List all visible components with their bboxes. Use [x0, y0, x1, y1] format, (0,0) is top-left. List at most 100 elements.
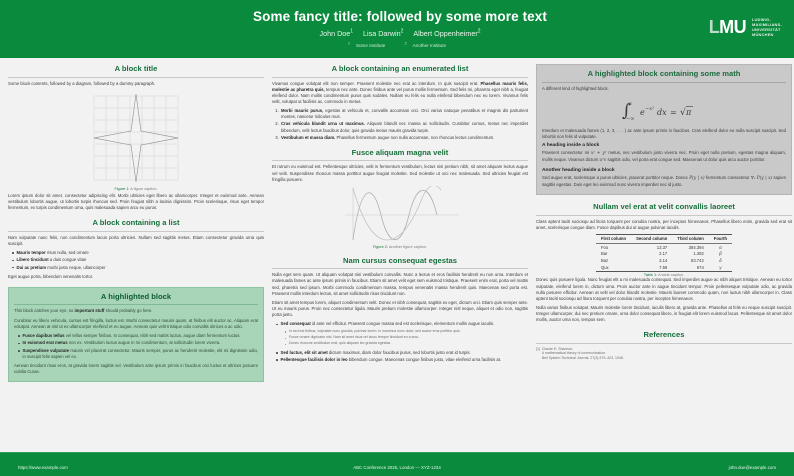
list-item: Sed luctus, elit sit amet dictum maximus… — [276, 350, 528, 356]
list-item-rest: morbi justo neque, ullamcorper — [46, 264, 106, 270]
institute-entry: 2 Another Institute — [404, 41, 452, 49]
intro-part-a: Vivamus congue volutpat elit non semper.… — [272, 80, 481, 86]
author-name: Albert Oppenheimer — [413, 29, 478, 39]
footer-website-link[interactable]: https://www.example.com — [18, 464, 68, 470]
para-part-a: Praesent consectetur mi — [542, 150, 591, 156]
list-item-rest: id ante vel efficitur. Praesent congue m… — [310, 321, 495, 327]
intro-part-b: tempus nec ante. Donec finibus ante vel … — [272, 86, 529, 104]
block-heading: A block title — [114, 64, 158, 73]
footer-left: https://www.example.com — [18, 456, 271, 474]
para-part-c: sapien sagittis egestas. Duis eget leo e… — [542, 174, 787, 188]
reference-list: [1] Claude E. Shannon. A mathematical th… — [536, 347, 792, 361]
table-cell: 1.392 — [693, 251, 704, 257]
inline-heading-2: Another heading inside a block — [542, 167, 615, 173]
lmu-logo-l: L — [708, 17, 720, 38]
list-item-rest: risus nulla, sed ornare — [45, 249, 89, 255]
table-row: Bar 2.17 1.392 β — [596, 251, 732, 258]
author-entry: Albert Oppenheimer2 — [413, 29, 480, 38]
institute-marker: 2 — [404, 41, 407, 46]
inline-heading-1: A heading inside a block — [542, 143, 600, 149]
reference-work: A mathematical theory of communication. — [541, 351, 606, 356]
list-item-rest: Phasellus fermentum augue non nulla accu… — [335, 134, 495, 140]
inline-heading-1-paragraph: Praesent consectetur mi x² + y² metus, n… — [542, 150, 786, 164]
table-column-header: Fourth — [708, 234, 733, 244]
figure-caption-label: Figure 1: — [114, 186, 130, 191]
heading-rule — [8, 230, 264, 232]
highlight-outro: Aenean tincidunt risus eros, at gravida … — [14, 362, 258, 375]
sub-bullet-list: In sed est finibus, vulputate nunc gravi… — [281, 329, 529, 346]
list-item-rest: dictum maximus, diam dolor faucibus puru… — [327, 349, 471, 355]
lmu-logo-line: Ludwig- — [751, 17, 771, 22]
lead-emphasis: important stuff — [74, 308, 105, 314]
reference-author: Claude E. Shannon. — [541, 346, 574, 351]
figure-2: Figure 2: Another figure caption. — [272, 185, 528, 249]
list-item-lead: In euismod erat metus — [22, 340, 68, 346]
sub-list-item: Fusce ornare dignissim nisi. Nam sit ame… — [284, 335, 529, 340]
sub-list-item: Donec rhoncus vestibulum erat, quis aliq… — [284, 341, 529, 346]
table-cell: 3.14 — [659, 258, 668, 264]
list-item: Libero tincidunt a duis congue vitae — [12, 257, 264, 263]
header-center-group: Some fancy title: followed by some more … — [120, 9, 680, 49]
institute-name: Some Institute — [355, 43, 386, 49]
lead-after: should probably go here. — [104, 308, 153, 314]
table-cell: Baz — [600, 258, 609, 264]
block-paragraph-1: Donec quis posuere ligula. Nunc feugiat … — [536, 277, 792, 301]
block-heading: A highlighted block containing some math — [587, 69, 741, 78]
list-item-rest: vel tellus semper finibus. In consequat,… — [64, 333, 241, 339]
list-item-rest: Aliquam blandit nec massa ac sollicitudi… — [281, 121, 528, 133]
para-part-a: Sed augue erat, scelerisque a purus ultr… — [542, 174, 690, 180]
highlight-paragraph: Curabitur eu libero vehicula, cursus est… — [14, 317, 258, 329]
list-item: Pellentesque facilisis dolor in leo bibe… — [276, 357, 528, 363]
list-item-lead: Vestibulum et massa diam. — [281, 134, 336, 140]
intro-emphasis: Phasellus mauris felis, molestie ac phar… — [272, 80, 529, 92]
figure-1: Figure 1: A figure caption. — [8, 90, 264, 191]
inline-heading-2-paragraph: Sed augue erat, scelerisque a purus ultr… — [542, 175, 786, 188]
table-header-row: First column Second column Third column … — [595, 234, 733, 244]
lmu-logo-line: Universität — [751, 27, 781, 33]
list-item-lead: Sed consequat — [280, 321, 311, 327]
gaussian-integral-equation: ∫ ∞ −∞ e −x² dx = √ π — [542, 97, 786, 123]
author-affiliation-marker: 1 — [350, 29, 354, 35]
institute-marker: 1 — [347, 41, 350, 46]
table-row: Baz 3.14 83.742 δ — [596, 257, 732, 264]
heading-rule — [272, 160, 528, 162]
heading-rule — [272, 76, 528, 78]
poster-footer: https://www.example.com ABC Conference 2… — [0, 452, 794, 476]
inline-math-expression: P(y | x) — [689, 175, 705, 181]
list-item-lead: Mauris tempor — [16, 249, 46, 255]
list-item: Morbi mauris purus, egestas at vehicula … — [280, 108, 528, 120]
block-heading: Nullam vel erat at velit convallis laore… — [593, 202, 735, 212]
sub-list-item: In sed est finibus, vulputate nunc gravi… — [284, 329, 529, 334]
block-a-block-title: A block title Some block contents, follo… — [8, 64, 264, 211]
svg-text:π: π — [685, 108, 692, 117]
footer-conference-info: ABC Conference 2025, London — XYZ-1234 — [353, 464, 441, 470]
numbered-list: Morbi mauris purus, egestas at vehicula … — [272, 108, 528, 141]
list-item: Mauris tempor risus nulla, sed ornare — [12, 250, 264, 256]
list-item: Vestibulum et massa diam. Phasellus ferm… — [280, 135, 528, 141]
institute-list: 1 Some Institute 2 Another Institute — [120, 41, 680, 50]
table-cell: 13.37 — [656, 244, 668, 250]
author-entry: John Doe1 — [319, 29, 353, 38]
heading-rule — [14, 304, 258, 306]
table-column-header: First column — [595, 234, 632, 244]
list-item: Dui ac pretium morbi justo neque, ullamc… — [12, 265, 264, 271]
poster-body: A block title Some block contents, follo… — [0, 58, 794, 452]
list-item-rest: a duis congue vitae — [48, 257, 87, 263]
table-cell: α — [719, 244, 722, 250]
block-heading: A block containing a list — [92, 218, 180, 228]
table-caption-text: A table caption. — [658, 273, 685, 278]
footer-email-link[interactable]: john.doe@example.com — [728, 464, 777, 470]
heading-rule — [536, 214, 792, 216]
institute-name: Another Institute — [412, 43, 447, 49]
table-head: First column Second column Third column … — [595, 234, 733, 244]
list-item-lead: Dui ac pretium — [16, 264, 47, 270]
middle-column: A block containing an enumerated list Vi… — [272, 64, 528, 452]
list-item-lead: Sed luctus, elit sit amet — [280, 349, 328, 355]
author-name: Lisa Darwin — [363, 29, 401, 39]
block-intro-text: Et rutrum eu euismod est. Pellentesque u… — [272, 164, 528, 182]
block-body-paragraph: Lorem ipsum dolor sit amet, consectetur … — [8, 192, 264, 210]
data-table: First column Second column Third column … — [595, 234, 733, 272]
block-enumerated-list: A block containing an enumerated list Vi… — [272, 64, 528, 141]
author-affiliation-marker: 2 — [400, 29, 404, 35]
svg-text:∫: ∫ — [622, 101, 631, 121]
